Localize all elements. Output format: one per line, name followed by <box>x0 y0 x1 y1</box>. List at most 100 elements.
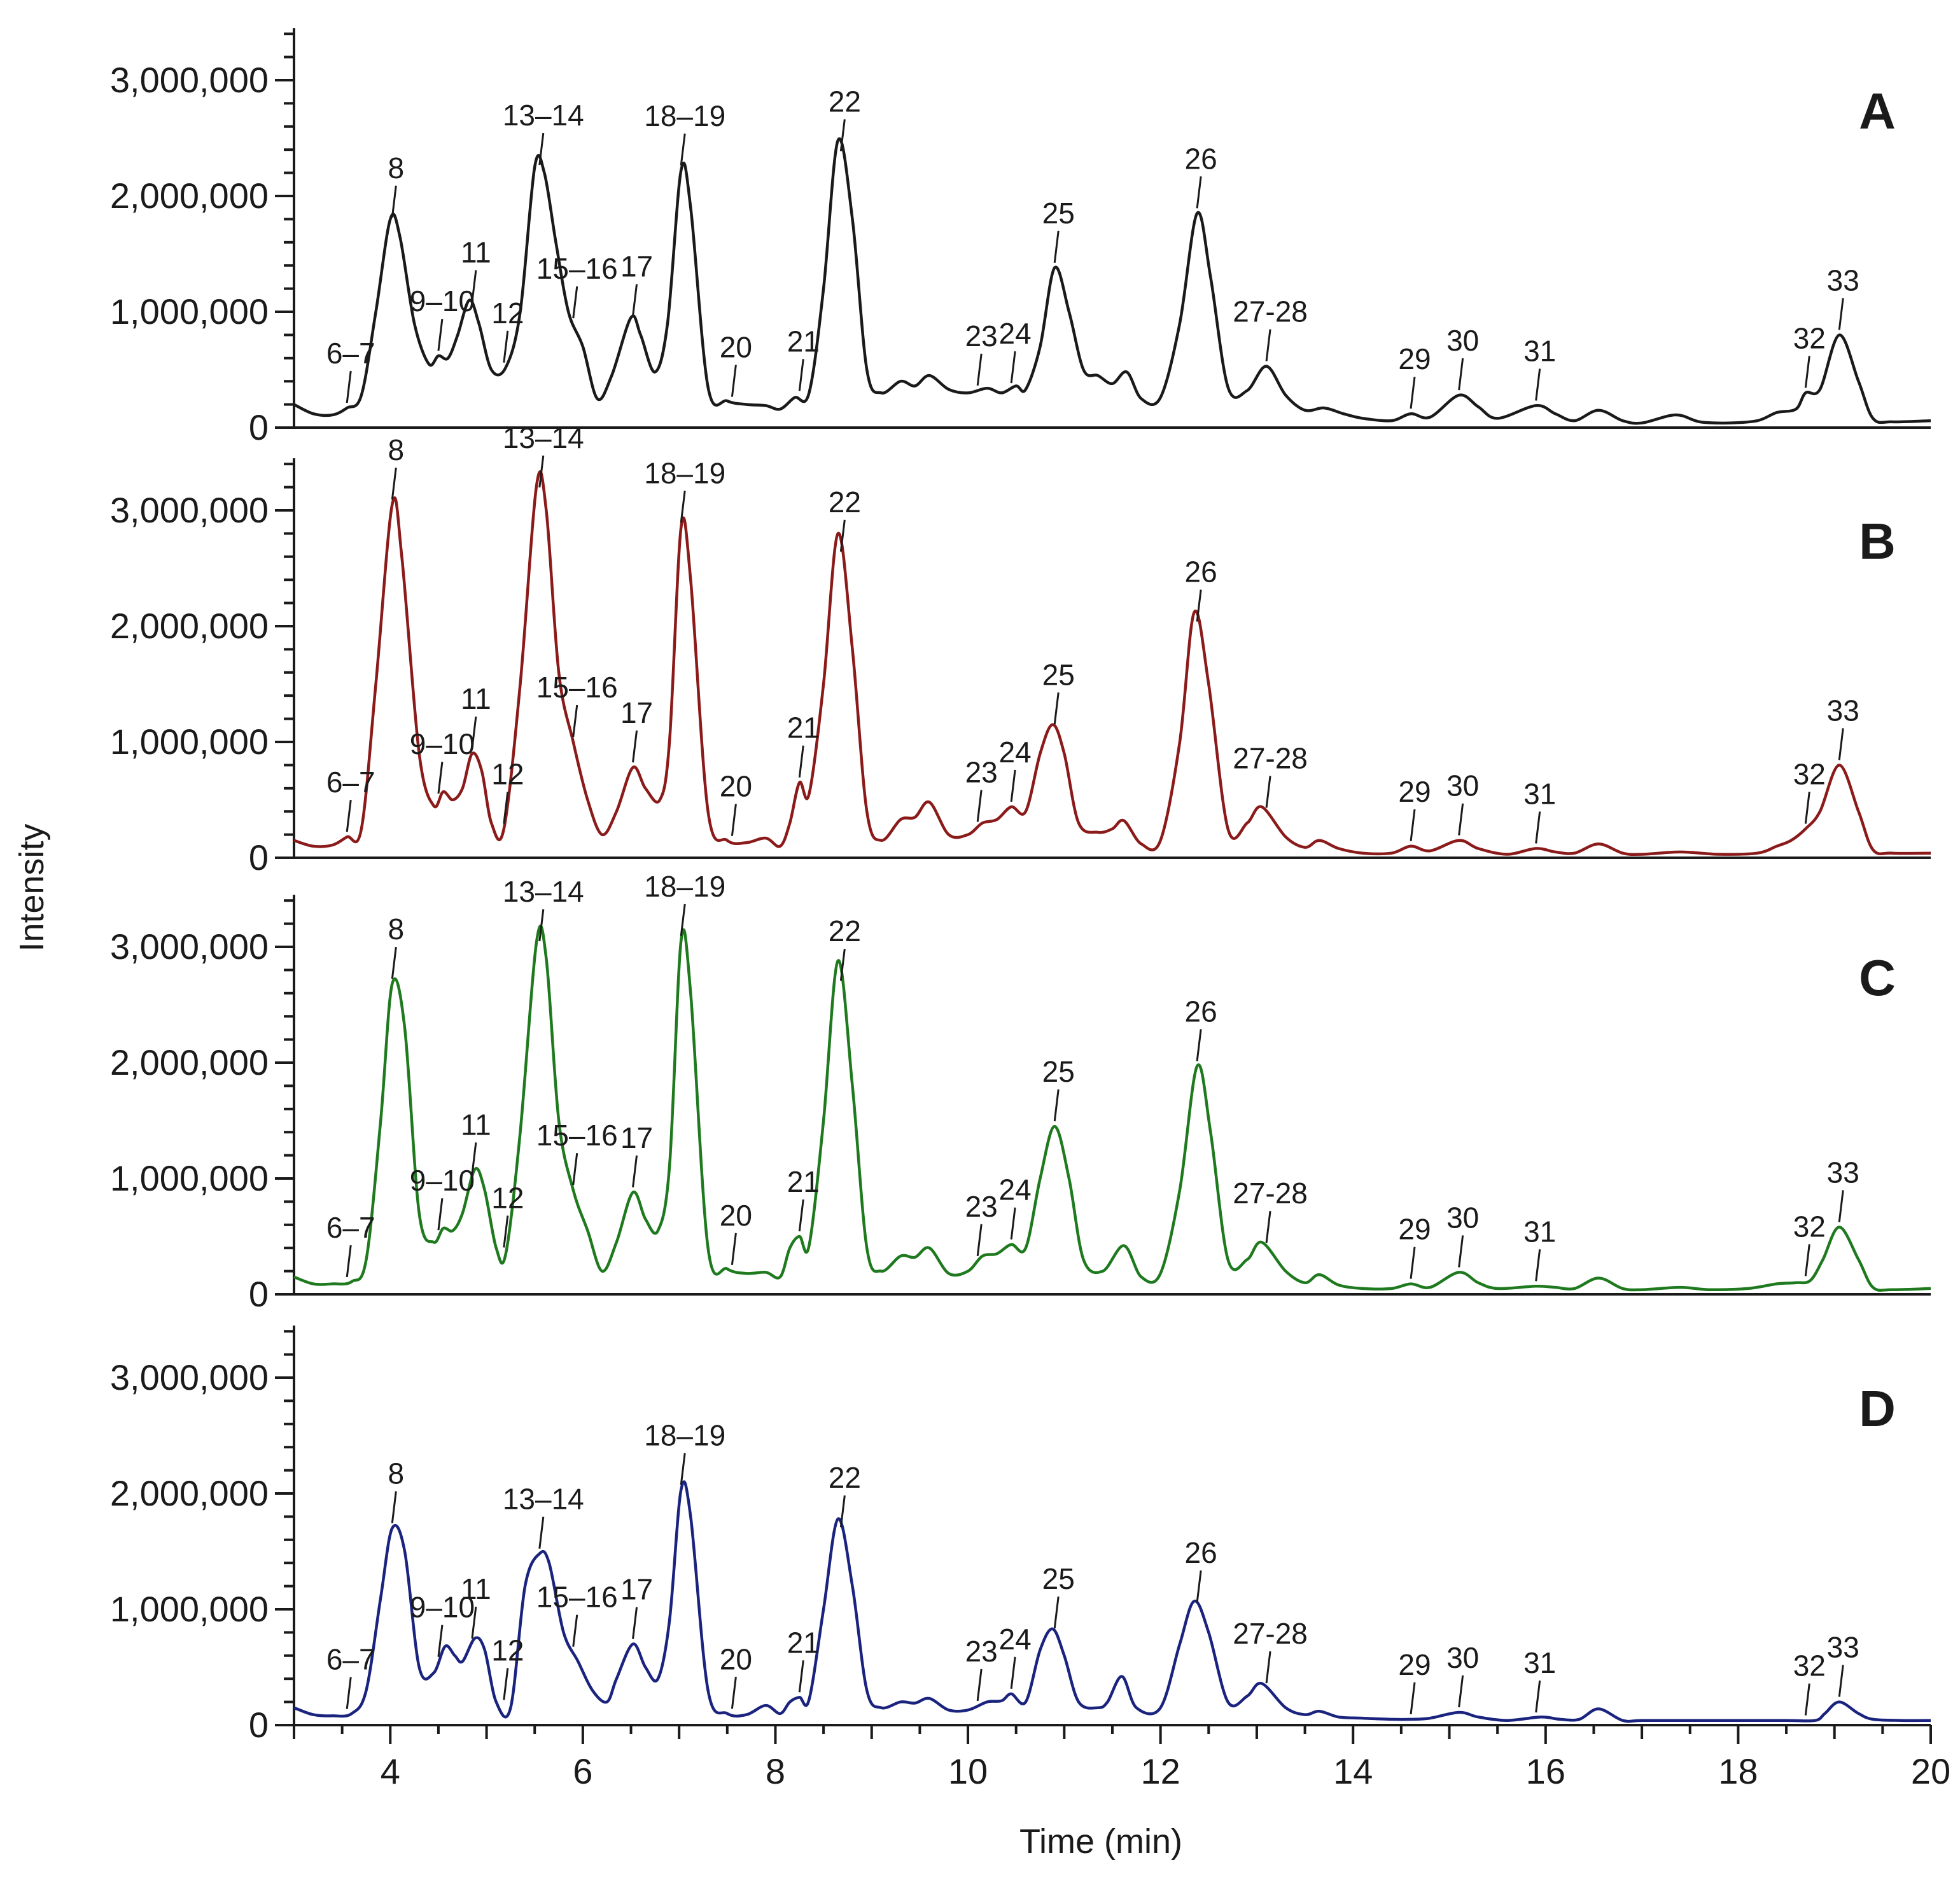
peak-label: 24 <box>999 1623 1032 1656</box>
peak-leader-line <box>680 133 686 166</box>
peak-leader-line <box>1410 809 1416 841</box>
panel-a: 01,000,0002,000,0003,000,000A6–789–10111… <box>110 28 1931 447</box>
peak-label: 20 <box>720 770 752 803</box>
peak-leader-line <box>1053 1596 1060 1629</box>
peak-leader-line <box>1010 1207 1016 1240</box>
x-tick-label: 12 <box>1140 1751 1180 1791</box>
peak-label: 29 <box>1398 1213 1431 1246</box>
peak-label: 9–10 <box>410 1164 475 1197</box>
trace-line-b <box>293 470 1931 857</box>
peak-leader-line <box>798 745 804 778</box>
peak-label: 25 <box>1042 658 1075 691</box>
peak-label: 11 <box>461 1572 491 1605</box>
peak-leader-line <box>1265 776 1271 808</box>
peak-leader-line <box>1838 1190 1844 1222</box>
peak-label: 18–19 <box>644 99 725 132</box>
peak-leader-line <box>798 1199 804 1232</box>
peak-leader-line <box>1410 376 1416 409</box>
peak-label: 17 <box>620 1573 653 1606</box>
peak-label: 15–16 <box>536 671 618 704</box>
peak-leader-line <box>346 800 352 832</box>
peak-label: 31 <box>1523 1215 1556 1248</box>
peak-label: 22 <box>829 85 861 118</box>
peak-label: 25 <box>1042 197 1075 230</box>
peak-leader-line <box>503 1668 509 1700</box>
y-tick-label: 2,000,000 <box>110 606 269 646</box>
peak-leader-line <box>1196 1029 1202 1061</box>
peak-leader-line <box>731 804 737 836</box>
peak-leader-line <box>1410 1682 1416 1715</box>
peak-leader-line <box>1535 368 1541 401</box>
panel-d: 01,000,0002,000,0003,000,000D6–789–10111… <box>110 1325 1931 1745</box>
peak-leader-line <box>680 904 686 937</box>
peak-leader-line <box>1535 811 1541 844</box>
peak-label: 21 <box>787 1165 820 1198</box>
peak-leader-line <box>437 1198 444 1231</box>
peak-leader-line <box>798 359 804 391</box>
peak-leader-line <box>976 1668 983 1702</box>
peak-label: 6–7 <box>326 1211 375 1244</box>
panel-letter: A <box>1859 83 1896 139</box>
panels: 01,000,0002,000,0003,000,000A6–789–10111… <box>110 28 1950 1791</box>
y-tick-label: 1,000,000 <box>110 291 269 332</box>
peak-label: 32 <box>1793 758 1826 791</box>
peak-leader-line <box>839 119 846 151</box>
y-tick-label: 2,000,000 <box>110 176 269 216</box>
peak-leader-line <box>471 1606 477 1639</box>
x-tick-label: 20 <box>1911 1751 1950 1791</box>
peak-leader-line <box>471 270 477 302</box>
peak-label: 31 <box>1523 1646 1556 1679</box>
peak-leader-line <box>798 1660 804 1693</box>
x-tick-label: 16 <box>1526 1751 1565 1791</box>
peak-leader-line <box>731 365 737 397</box>
peak-leader-line <box>1804 1244 1810 1276</box>
peak-label: 31 <box>1523 334 1556 367</box>
x-tick-label: 18 <box>1718 1751 1758 1791</box>
peak-leader-line <box>680 491 686 523</box>
peak-label: 33 <box>1827 1156 1859 1189</box>
peak-leader-line <box>538 132 545 165</box>
peak-label: 26 <box>1185 995 1217 1028</box>
peak-label: 29 <box>1398 775 1431 808</box>
peak-leader-line <box>572 1153 578 1185</box>
peak-label: 21 <box>787 711 820 745</box>
y-tick-label: 1,000,000 <box>110 1589 269 1629</box>
peak-leader-line <box>632 730 638 763</box>
y-tick-label: 2,000,000 <box>110 1473 269 1513</box>
peak-label: 23 <box>965 1635 998 1668</box>
peak-leader-line <box>346 370 352 403</box>
peak-label: 18–19 <box>644 870 725 903</box>
peak-label: 26 <box>1185 556 1217 589</box>
peak-leader-line <box>1804 1683 1810 1716</box>
y-axis-title: Intensity <box>13 823 51 951</box>
x-axis-title: Time (min) <box>1019 1822 1182 1861</box>
peak-label: 12 <box>491 1181 524 1214</box>
y-tick-label: 0 <box>249 837 269 878</box>
panel-letter: D <box>1859 1380 1896 1437</box>
peak-leader-line <box>1458 803 1464 836</box>
x-tick-label: 4 <box>381 1751 400 1791</box>
y-tick-label: 3,000,000 <box>110 490 269 530</box>
peak-label: 9–10 <box>410 1591 475 1624</box>
peak-label: 30 <box>1446 769 1479 802</box>
peak-leader-line <box>976 790 983 822</box>
peak-label: 11 <box>461 682 491 715</box>
peak-label: 6–7 <box>326 766 375 799</box>
peak-leader-line <box>1196 1570 1202 1603</box>
peak-label: 21 <box>787 325 820 358</box>
peak-label: 17 <box>620 250 653 283</box>
peak-label: 32 <box>1793 321 1826 354</box>
peak-label: 32 <box>1793 1210 1826 1243</box>
peak-label: 30 <box>1446 324 1479 357</box>
peak-leader-line <box>391 947 397 979</box>
peak-leader-line <box>839 1495 846 1528</box>
peak-label: 15–16 <box>536 252 618 285</box>
peak-leader-line <box>503 330 509 363</box>
peak-label: 23 <box>965 755 998 788</box>
peak-label: 17 <box>620 696 653 729</box>
peak-label: 9–10 <box>410 727 475 760</box>
y-tick-label: 1,000,000 <box>110 1158 269 1198</box>
peak-label: 22 <box>829 1461 861 1494</box>
peak-label: 30 <box>1446 1201 1479 1234</box>
